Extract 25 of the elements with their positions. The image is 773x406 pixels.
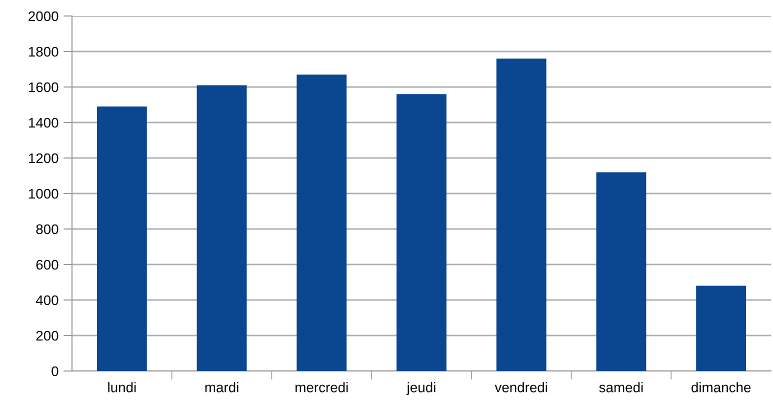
x-tick-label: lundi [108, 382, 136, 392]
y-tick-label: 800 [36, 224, 58, 234]
x-tick-label: vendredi [494, 382, 548, 392]
y-tick-label: 1200 [28, 153, 58, 164]
bar [96, 106, 147, 371]
y-tick-label: 0 [52, 366, 58, 376]
bar [196, 85, 247, 371]
y-tick-label: 2000 [28, 11, 58, 22]
bar [296, 74, 347, 371]
y-tick-label: 1800 [28, 46, 58, 57]
bar [396, 94, 446, 371]
y-tick-label: 1000 [28, 188, 58, 199]
y-tick-label: 1600 [28, 82, 58, 92]
x-tick-label: mercredi [296, 382, 348, 392]
bar [696, 286, 746, 371]
y-tick-label: 400 [36, 295, 58, 306]
y-tick-label: 600 [36, 260, 58, 270]
x-tick-label: jeudi [406, 382, 436, 396]
y-tick-label: 1400 [28, 118, 58, 128]
x-tick-label: mardi [205, 382, 238, 392]
bar [496, 58, 546, 371]
x-tick-label: samedi [599, 382, 643, 392]
x-tick-label: dimanche [692, 382, 751, 392]
bar [596, 172, 646, 371]
y-tick-label: 200 [36, 330, 58, 341]
